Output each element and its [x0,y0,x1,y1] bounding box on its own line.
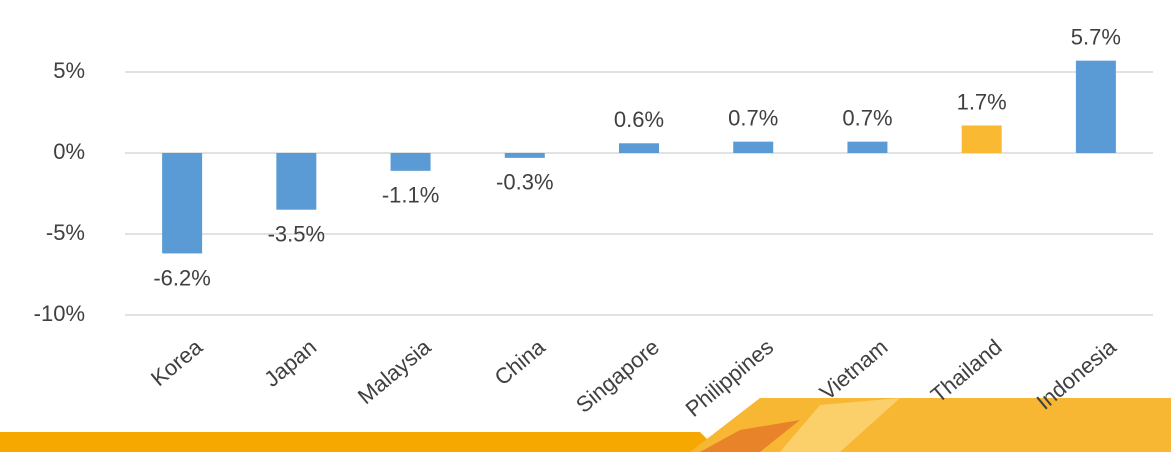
x-tick-label: Malaysia [353,334,436,409]
value-label: 0.6% [614,107,664,132]
value-label: 1.7% [957,89,1007,114]
x-tick-label: Singapore [571,334,664,418]
bar [162,153,203,254]
x-tick-label: Thailand [926,334,1007,407]
y-tick-label: 0% [53,139,85,164]
bar [390,153,431,171]
bar [733,141,774,153]
value-label: -0.3% [496,170,553,195]
bar [276,153,317,210]
x-tick-label: Vietnam [815,334,893,405]
bar [961,125,1002,153]
value-label: 5.7% [1071,24,1121,49]
y-tick-label: 5% [53,58,85,83]
y-tick-label: -10% [34,301,85,326]
x-tick-label: Japan [259,334,321,392]
value-label: 0.7% [728,105,778,130]
bar [847,141,888,153]
value-label: 0.7% [842,105,892,130]
y-tick-label: -5% [46,220,85,245]
bar [619,143,659,153]
value-label: -6.2% [153,265,210,290]
x-tick-label: China [490,334,551,391]
x-tick-label: Korea [146,334,208,391]
bar [1075,60,1116,153]
bar [504,153,545,158]
footer-decoration [0,398,1171,452]
value-label: -3.5% [268,222,325,247]
value-label: -1.1% [382,183,439,208]
